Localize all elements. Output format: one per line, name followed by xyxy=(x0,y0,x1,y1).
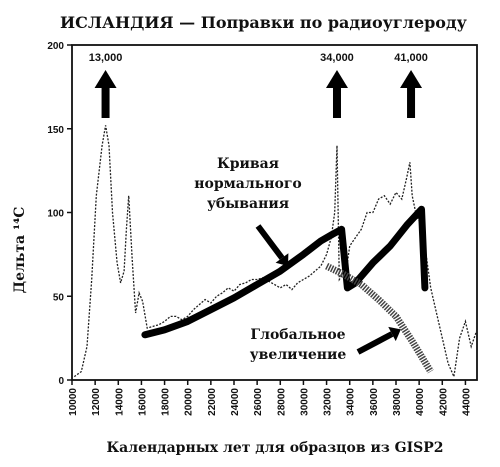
x-tick-label: 12000 xyxy=(91,388,102,416)
pointer-arrow-shaft xyxy=(356,331,394,355)
x-tick-label: 42000 xyxy=(438,388,449,416)
x-tick-label: 16000 xyxy=(137,388,148,416)
x-axis-title: Календарных лет для образцов из GISP2 xyxy=(106,440,443,456)
x-tick-label: 44000 xyxy=(461,388,472,416)
arrow-label: 34,000 xyxy=(320,52,354,64)
x-tick-label: 20000 xyxy=(184,388,195,416)
series-normal-decay xyxy=(141,205,429,339)
x-tick-label: 38000 xyxy=(392,388,403,416)
series-global-increase xyxy=(325,262,434,374)
x-axis: 10000 12000 14000 16000 18000 20000 22000 24000… xyxy=(68,380,472,416)
annotation-line: Глобальное xyxy=(250,327,345,343)
x-tick-label: 26000 xyxy=(253,388,264,416)
x-tick-label: 10000 xyxy=(68,388,79,416)
x-tick-label: 40000 xyxy=(415,388,426,416)
pointer-arrow-shaft xyxy=(255,224,285,260)
annotations-layer: Кривая нормального убывания Глобальное увели… xyxy=(194,156,401,363)
pointer-arrow-head xyxy=(388,326,401,342)
y-tick-label: 50 xyxy=(53,292,65,303)
arrow-shaft xyxy=(407,84,416,118)
y-tick-label: 150 xyxy=(47,125,64,136)
annotation-line: нормального xyxy=(194,176,301,192)
arrow-marker: 41,000 xyxy=(394,52,428,118)
x-tick-label: 24000 xyxy=(230,388,241,416)
arrow-head xyxy=(325,70,348,88)
arrow-label: 13,000 xyxy=(89,52,123,64)
chart-title: ИСЛАНДИЯ — Поправки по радиоуглероду xyxy=(60,13,468,32)
x-tick-label: 30000 xyxy=(299,388,310,416)
arrow-label: 41,000 xyxy=(394,52,428,64)
series-layer xyxy=(73,125,478,379)
x-tick-label: 32000 xyxy=(323,388,334,416)
arrow-shaft xyxy=(332,84,341,118)
x-tick-label: 22000 xyxy=(207,388,218,416)
annotation-line: Кривая xyxy=(217,156,279,172)
arrow-marker: 34,000 xyxy=(320,52,354,118)
annotation-line: увеличение xyxy=(250,347,347,363)
x-tick-label: 14000 xyxy=(114,388,125,416)
annotation-text: Кривая нормального убывания xyxy=(194,156,301,212)
x-tick-label: 36000 xyxy=(369,388,380,416)
x-tick-label: 34000 xyxy=(346,388,357,416)
y-axis-title: Дельта ¹⁴C xyxy=(12,207,28,294)
y-tick-label: 200 xyxy=(47,41,64,52)
annotation-line: убывания xyxy=(207,196,289,212)
arrow-head xyxy=(400,70,423,88)
arrows-layer: 13,000 34,000 41,000 xyxy=(89,52,428,118)
x-tick-label: 18000 xyxy=(161,388,172,416)
annotation-text: Глобальное увеличение xyxy=(250,327,347,363)
y-axis: 0 50 100 150 200 xyxy=(47,41,72,387)
y-tick-label: 100 xyxy=(47,209,64,220)
arrow-shaft xyxy=(101,84,110,118)
arrow-head xyxy=(94,70,117,88)
pointer-arrow-head xyxy=(275,253,289,266)
y-tick-label: 0 xyxy=(58,376,64,387)
series-measured xyxy=(73,125,478,379)
x-tick-label: 28000 xyxy=(276,388,287,416)
arrow-marker: 13,000 xyxy=(89,52,123,118)
